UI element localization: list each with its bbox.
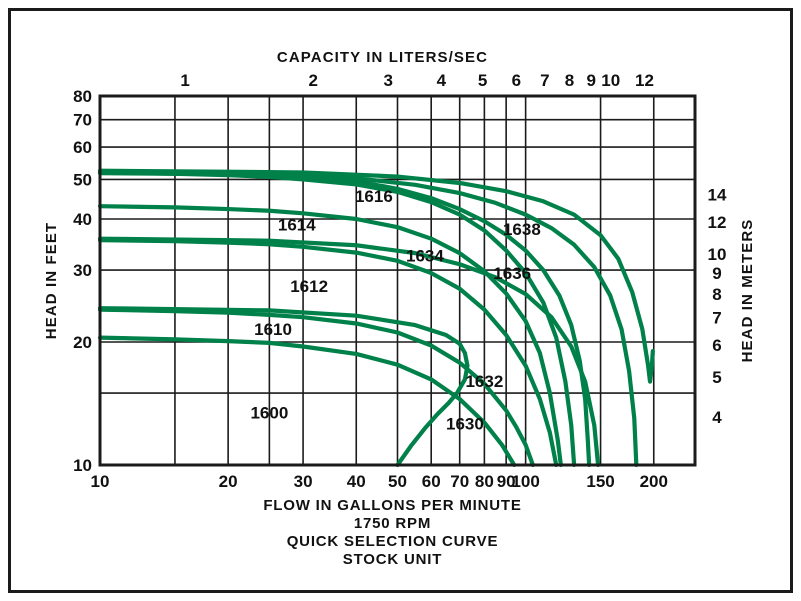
y-tick-label-feet: 50 — [73, 170, 92, 189]
right-axis-title: HEAD IN METERS — [739, 219, 756, 363]
curve-label-1616: 1616 — [355, 187, 393, 206]
top-tick-label-liters: 8 — [565, 71, 574, 90]
plot-frame — [98, 94, 697, 467]
top-tick-label-liters: 1 — [180, 71, 189, 90]
y-tick-label-feet: 10 — [73, 456, 92, 475]
caption-stock-unit: STOCK UNIT — [343, 551, 442, 568]
performance-curve-1634 — [97, 169, 592, 468]
curve-label-1600: 1600 — [250, 403, 288, 422]
y-tick-label-meters: 4 — [712, 408, 722, 427]
top-tick-label-liters: 7 — [540, 71, 549, 90]
top-tick-label-liters: 6 — [512, 71, 521, 90]
x-tick-label-gpm: 40 — [347, 472, 366, 491]
y-tick-label-feet: 60 — [73, 138, 92, 157]
top-tick-label-liters: 3 — [383, 71, 392, 90]
performance-curve-1600 — [97, 335, 517, 468]
y-tick-label-feet: 70 — [73, 111, 92, 130]
x-tick-label-gpm: 20 — [219, 472, 238, 491]
y-tick-label-meters: 12 — [708, 213, 727, 232]
curve-label-1614: 1614 — [278, 215, 316, 234]
x-tick-label-gpm: 30 — [294, 472, 313, 491]
performance-curve-1636 — [97, 171, 639, 468]
performance-curve-1612 — [97, 238, 559, 468]
x-tick-label-gpm: 70 — [450, 472, 469, 491]
x-tick-label-gpm: 60 — [422, 472, 441, 491]
top-tick-label-liters: 10 — [601, 71, 620, 90]
bottom-axis-title: FLOW IN GALLONS PER MINUTE — [263, 497, 521, 514]
caption-rpm: 1750 RPM — [354, 515, 431, 532]
curve-label-1632: 1632 — [465, 372, 503, 391]
x-tick-label-gpm: 50 — [388, 472, 407, 491]
performance-curve-1630 — [97, 306, 470, 468]
x-tick-label-gpm: 150 — [586, 472, 614, 491]
x-tick-label-gpm: 200 — [640, 472, 668, 491]
caption-curve-type: QUICK SELECTION CURVE — [287, 533, 499, 550]
y-tick-label-feet: 30 — [73, 261, 92, 280]
left-axis-title: HEAD IN FEET — [43, 222, 60, 339]
performance-curve-1638 — [97, 168, 655, 384]
y-tick-label-meters: 14 — [708, 185, 727, 204]
y-tick-label-meters: 7 — [712, 308, 721, 327]
top-tick-label-liters: 2 — [309, 71, 318, 90]
performance-curve-1614 — [97, 204, 563, 468]
curve-label-1634: 1634 — [406, 246, 444, 265]
top-tick-label-liters: 4 — [437, 71, 447, 90]
y-tick-label-meters: 5 — [712, 368, 721, 387]
page-border — [8, 8, 793, 593]
y-tick-label-feet: 40 — [73, 210, 92, 229]
x-tick-label-gpm: 80 — [475, 472, 494, 491]
y-tick-label-meters: 8 — [712, 285, 721, 304]
curve-label-1612: 1612 — [290, 277, 328, 296]
curve-label-1630: 1630 — [446, 415, 484, 434]
top-axis-title: CAPACITY IN LITERS/SEC — [277, 49, 488, 66]
x-tick-label-gpm: 10 — [91, 472, 110, 491]
performance-curve-1610 — [97, 307, 535, 468]
top-tick-label-liters: 12 — [635, 71, 654, 90]
curve-label-1636: 1636 — [493, 264, 531, 283]
performance-curve-1632 — [97, 236, 601, 468]
y-tick-label-meters: 6 — [712, 336, 721, 355]
y-tick-label-meters: 9 — [712, 264, 721, 283]
top-tick-label-liters: 9 — [587, 71, 596, 90]
y-tick-label-feet: 20 — [73, 333, 92, 352]
y-tick-label-feet: 80 — [73, 87, 92, 106]
curve-label-1610: 1610 — [254, 320, 292, 339]
y-tick-label-meters: 10 — [708, 245, 727, 264]
x-tick-label-gpm: 90 — [497, 472, 516, 491]
x-tick-label-gpm: 100 — [511, 472, 539, 491]
top-tick-label-liters: 5 — [478, 71, 487, 90]
curve-label-1638: 1638 — [503, 220, 541, 239]
